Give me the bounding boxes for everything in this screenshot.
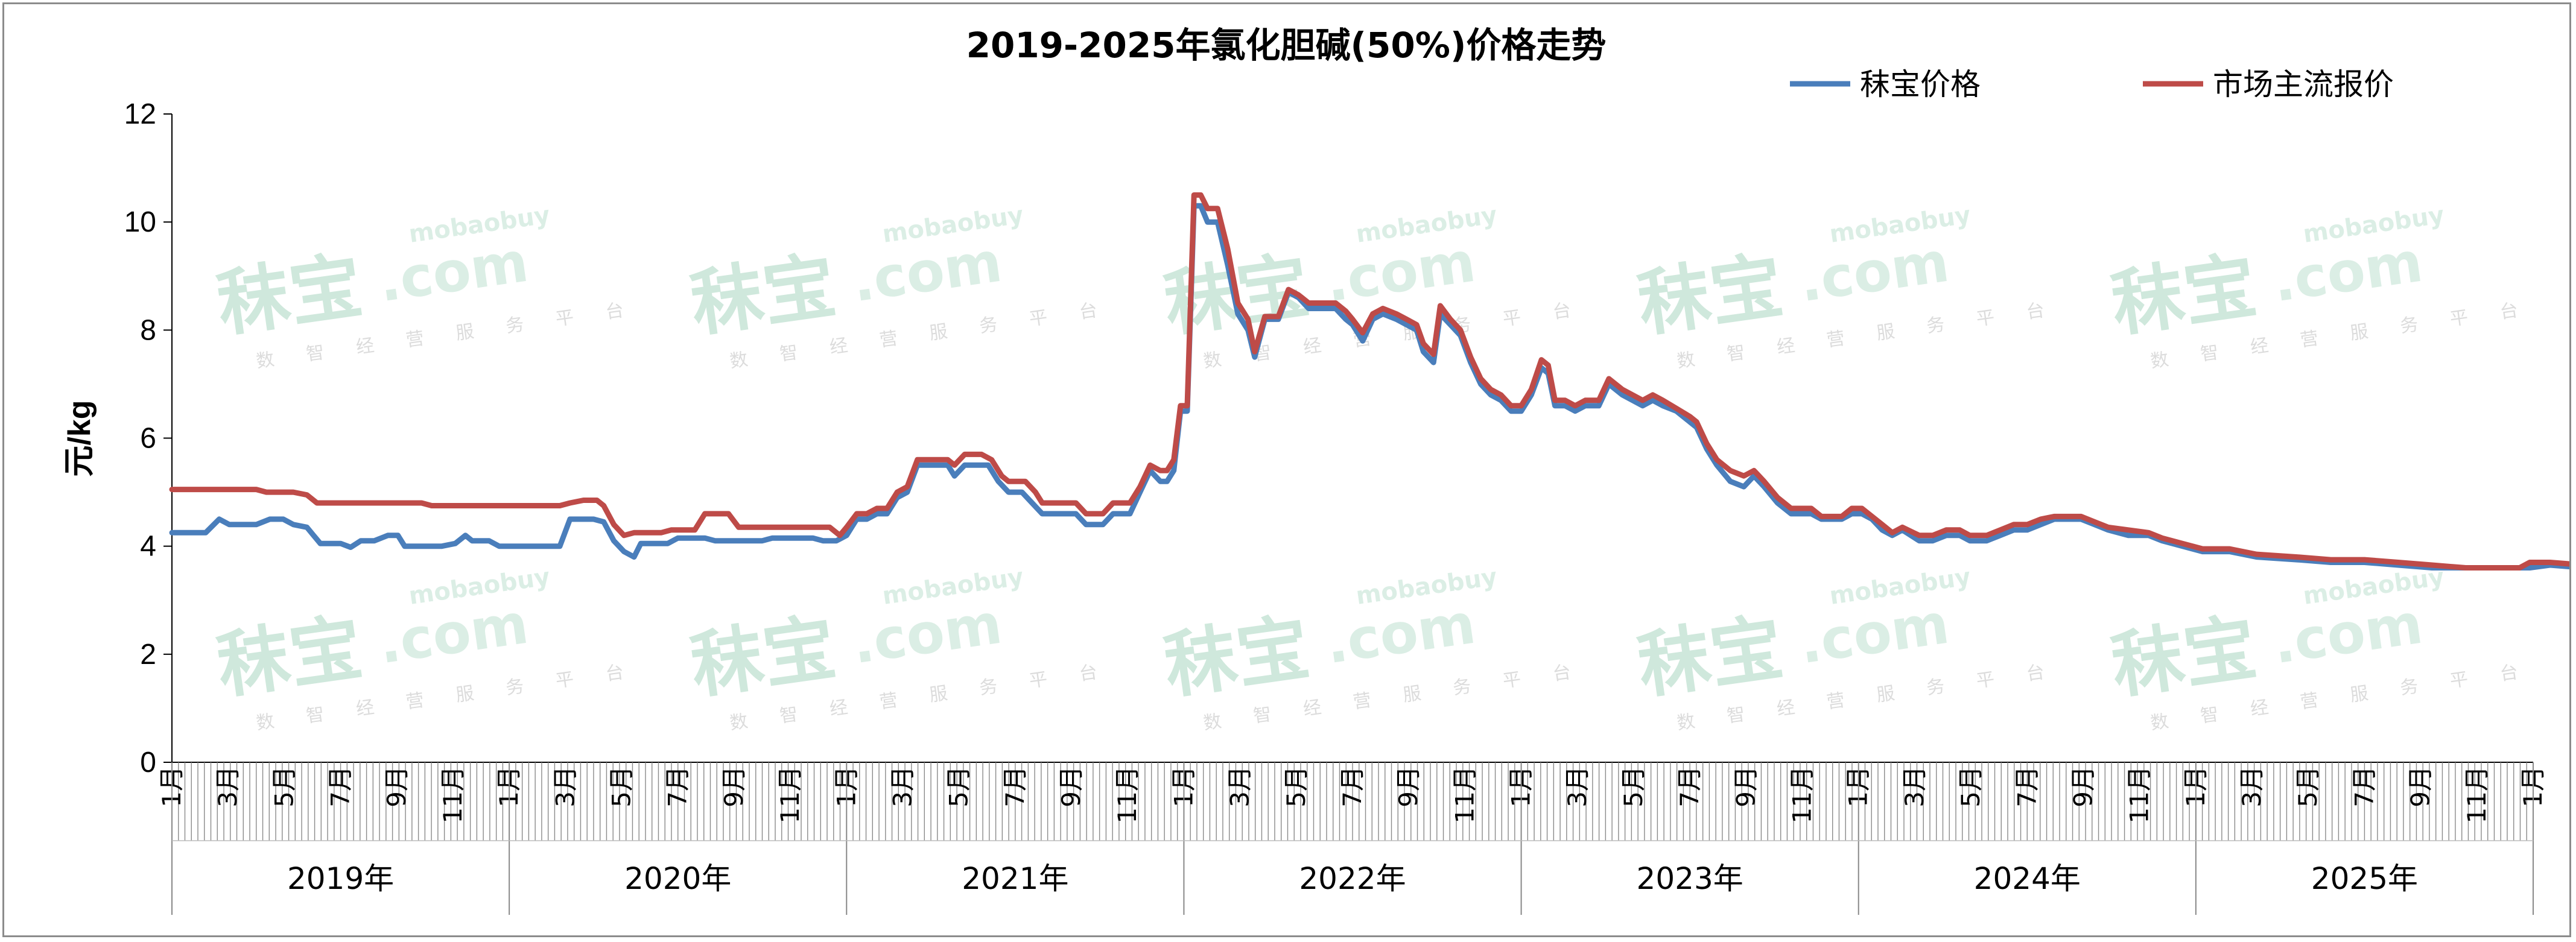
legend-label: 市场主流报价 <box>2213 67 2394 102</box>
x-year-label: 2021年 <box>962 861 1068 896</box>
x-month-label: 3月 <box>1562 766 1592 808</box>
x-month-label: 11月 <box>2125 766 2154 823</box>
series-line-market-price <box>169 192 2569 571</box>
legend-label: 秣宝价格 <box>1860 67 1981 102</box>
watermark-brand: 秣宝 <box>2107 244 2262 347</box>
x-month-label: 3月 <box>1225 766 1255 808</box>
x-month-label: 3月 <box>213 766 243 808</box>
watermark-brand: 秣宝 <box>686 606 841 709</box>
x-month-label: 9月 <box>1394 766 1423 808</box>
y-axis-label: 元/kg <box>62 400 97 476</box>
price-chart: 秣宝 .commobaobuy数 智 经 营 服 务 平 台秣宝 .commobao… <box>62 25 2569 915</box>
x-month-label: 9月 <box>2406 766 2435 808</box>
y-tick-label: 8 <box>140 314 156 346</box>
x-month-label: 3月 <box>887 766 917 808</box>
x-month-label: 7月 <box>1337 766 1367 808</box>
watermark-brand: 秣宝 <box>1633 606 1788 709</box>
x-month-label: 9月 <box>719 766 749 808</box>
x-month-label: 9月 <box>1731 766 1760 808</box>
x-month-label: 3月 <box>550 766 580 808</box>
legend: 秣宝价格 市场主流报价 <box>1790 67 2394 102</box>
y-tick-label: 4 <box>140 531 156 563</box>
x-month-label: 5月 <box>1281 766 1311 808</box>
x-month-label: 9月 <box>1056 766 1086 808</box>
x-month-label: 5月 <box>2293 766 2323 808</box>
x-month-label: 11月 <box>1788 766 1817 823</box>
y-tick-label: 2 <box>140 639 156 671</box>
y-tick-label: 10 <box>124 206 156 238</box>
watermark-layer: 秣宝 .commobaobuy数 智 经 营 服 务 平 台秣宝 .commobao… <box>212 201 2533 735</box>
x-month-label: 7月 <box>2349 766 2379 808</box>
watermark-brand: 秣宝 <box>2107 606 2262 709</box>
watermark-brand: 秣宝 <box>686 244 841 347</box>
x-year-label: 2022年 <box>1299 861 1406 896</box>
x-month-label: 7月 <box>1000 766 1030 808</box>
x-year-label: 2019年 <box>287 861 394 896</box>
x-month-label: 7月 <box>1675 766 1704 808</box>
x-month-label: 5月 <box>1619 766 1648 808</box>
watermark-brand: 秣宝 <box>1160 606 1315 709</box>
y-tick-label: 0 <box>140 747 156 779</box>
chart-title: 2019-2025年氯化胆碱(50%)价格走势 <box>966 25 1607 66</box>
watermark-brand: 秣宝 <box>212 606 367 709</box>
watermark-brand: 秣宝 <box>212 244 367 347</box>
x-month-label: 5月 <box>269 766 299 808</box>
x-month-label: 11月 <box>775 766 805 823</box>
x-month-label: 9月 <box>2068 766 2098 808</box>
x-month-label: 5月 <box>944 766 974 808</box>
x-month-label: 3月 <box>2237 766 2267 808</box>
series-layer <box>169 192 2569 571</box>
x-month-label: 7月 <box>326 766 355 808</box>
x-year-label: 2025年 <box>2311 861 2418 896</box>
x-month-label: 5月 <box>1956 766 1985 808</box>
x-year-label: 2024年 <box>1974 861 2081 896</box>
series-line-mobao-price <box>169 203 2569 571</box>
x-month-label: 7月 <box>663 766 693 808</box>
y-tick-label: 12 <box>124 98 156 130</box>
x-year-label: 2023年 <box>1637 861 1743 896</box>
watermark-brand: 秣宝 <box>1633 244 1788 347</box>
x-month-label: 11月 <box>438 766 468 823</box>
x-month-label: 7月 <box>2012 766 2041 808</box>
x-month-label: 11月 <box>2462 766 2492 823</box>
x-year-label: 2020年 <box>624 861 731 896</box>
x-month-label: 3月 <box>1900 766 1929 808</box>
y-tick-label: 6 <box>140 423 156 455</box>
x-month-label: 11月 <box>1450 766 1479 823</box>
x-month-label: 11月 <box>1112 766 1142 823</box>
x-month-label: 9月 <box>382 766 411 808</box>
x-month-label: 5月 <box>607 766 636 808</box>
